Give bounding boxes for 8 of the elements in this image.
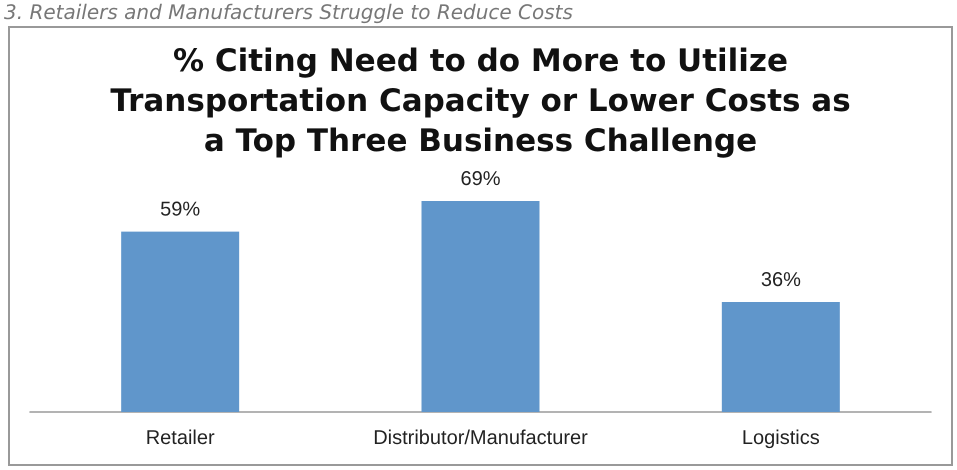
data-label: 69% <box>460 168 501 190</box>
data-label: 59% <box>160 198 200 221</box>
chart-title: % Citing Need to do More to Utilize Transportation Capacity or Lower Costs as a Top Three Business Challenge <box>110 43 851 159</box>
text: 3. Retailers and Manufacturers Struggle to Reduce Costs <box>4 0 573 24</box>
x-tick-label: Logistics <box>742 427 820 449</box>
x-tick-label: Retailer <box>146 427 215 449</box>
x-tick-label: Distributor/Manufacturer <box>373 427 588 449</box>
data-label: 36% <box>760 268 802 291</box>
